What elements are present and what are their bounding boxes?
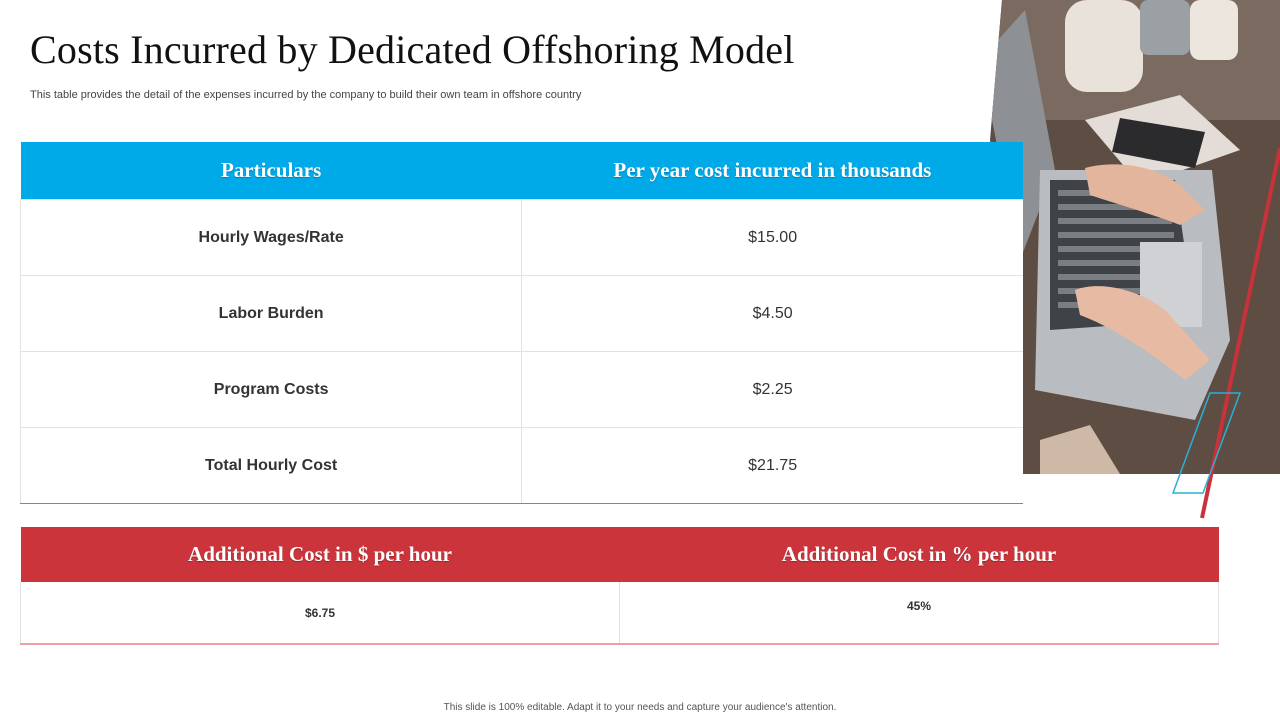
table-row: $6.75 45%	[20, 582, 1219, 645]
column-header-cost: Per year cost incurred in thousands	[521, 142, 1023, 200]
cost-cell: $4.50	[521, 275, 1023, 352]
table-row: Total Hourly Cost $21.75	[19, 427, 1023, 504]
table-row: Labor Burden $4.50	[19, 275, 1023, 352]
particular-cell: Program Costs	[19, 351, 523, 428]
percent-per-hour-value: 45%	[619, 582, 1219, 645]
dollar-per-hour-value: $6.75	[20, 582, 620, 645]
table-row: Program Costs $2.25	[19, 351, 1023, 428]
cost-table: Particulars Per year cost incurred in th…	[19, 142, 1023, 504]
particular-cell: Total Hourly Cost	[19, 427, 523, 504]
column-header-percent-per-hour: Additional Cost in % per hour	[619, 527, 1219, 582]
table-row: Hourly Wages/Rate $15.00	[19, 199, 1023, 276]
particular-cell: Labor Burden	[19, 275, 523, 352]
column-header-particulars: Particulars	[20, 142, 522, 200]
additional-cost-header: Additional Cost in $ per hour Additional…	[20, 527, 1219, 582]
column-header-dollar-per-hour: Additional Cost in $ per hour	[20, 527, 620, 582]
page-subtitle: This table provides the detail of the ex…	[30, 89, 582, 101]
cost-cell: $21.75	[521, 427, 1023, 504]
page-title: Costs Incurred by Dedicated Offshoring M…	[30, 27, 795, 72]
laptop-typing-photo	[980, 0, 1280, 474]
particular-cell: Hourly Wages/Rate	[19, 199, 523, 276]
cost-cell: $2.25	[521, 351, 1023, 428]
cost-table-header: Particulars Per year cost incurred in th…	[20, 142, 1023, 200]
footer-note: This slide is 100% editable. Adapt it to…	[443, 702, 837, 713]
additional-cost-table: Additional Cost in $ per hour Additional…	[20, 527, 1219, 645]
cost-cell: $15.00	[521, 199, 1023, 276]
